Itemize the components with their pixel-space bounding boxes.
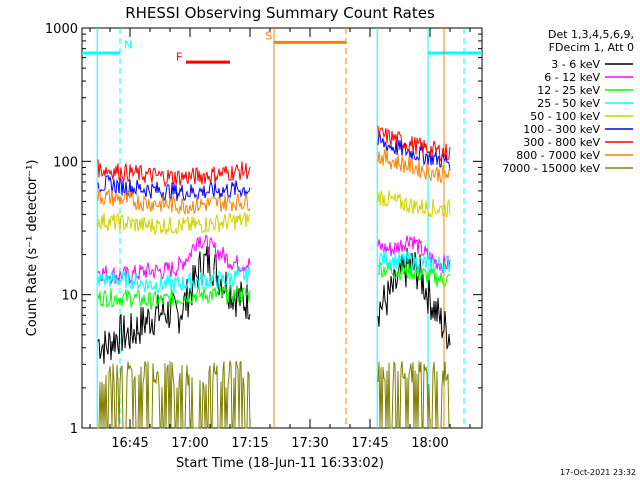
series-line-4-seg2 [377, 249, 451, 274]
x-tick-label: 16:45 [111, 436, 148, 451]
legend-entry-label: 100 - 300 keV [523, 123, 600, 136]
legend-entry-label: 3 - 6 keV [551, 58, 600, 71]
series-line-1-seg2 [377, 247, 451, 351]
legend-entry-label: 6 - 12 keV [544, 71, 600, 84]
x-tick-label: 17:00 [171, 436, 208, 451]
y-tick-label: 10 [61, 289, 78, 304]
legend-entry-label: 25 - 50 keV [537, 97, 600, 110]
series-line-8-seg2 [377, 148, 451, 184]
y-tick-label: 1000 [45, 22, 78, 37]
series-line-1-seg1 [97, 246, 251, 364]
x-tick-label: 18:00 [411, 436, 448, 451]
annotation-s: S [265, 29, 272, 42]
y-tick-label: 100 [53, 155, 78, 170]
series-line-5-seg2 [377, 189, 451, 218]
plot-area: 1 10 100 1000 16:45 17:00 17:15 17:30 17:45 18:00… [45, 22, 483, 451]
x-tick-label: 17:45 [351, 436, 388, 451]
y-tick-label: 1 [70, 422, 78, 437]
series-line-6-seg1 [97, 174, 251, 202]
x-axis-label: Start Time (18-Jun-11 16:33:02) [176, 456, 384, 471]
series-line-9-seg2 [377, 361, 450, 429]
series-line-7-seg1 [97, 159, 251, 188]
series-line-3-seg1 [97, 284, 251, 311]
series-line-9-seg1 [98, 360, 251, 429]
legend-entry-label: 300 - 800 keV [523, 136, 600, 149]
legend: Det 1,3,4,5,6,9,FDecim 1, Att 0 3 - 6 keV… [502, 28, 634, 175]
series-line-4-seg1 [97, 266, 251, 295]
chart-title: RHESSI Observing Summary Count Rates [125, 4, 435, 22]
x-tick-label: 17:15 [231, 436, 268, 451]
plot-frame [81, 27, 483, 429]
annotation-n: N [124, 39, 132, 52]
series-line-7-seg2 [377, 125, 451, 163]
legend-header: Det 1,3,4,5,6,9, [548, 28, 634, 41]
series-line-5-seg1 [97, 211, 251, 236]
legend-entry-label: 50 - 100 keV [530, 110, 600, 123]
x-tick-label: 17:30 [291, 436, 328, 451]
legend-entry-label: 12 - 25 keV [537, 84, 600, 97]
legend-entry-label: 800 - 7000 keV [516, 149, 600, 162]
series-line-6-seg2 [377, 131, 451, 171]
legend-entry-label: 7000 - 15000 keV [502, 162, 600, 175]
series-line-3-seg2 [377, 261, 451, 288]
y-axis-label: Count Rate (s⁻¹ detector⁻¹) [25, 160, 40, 337]
timestamp-label: 17-Oct-2021 23:32 [560, 468, 636, 477]
series-line-8-seg1 [97, 188, 251, 216]
annotation-f: F [176, 51, 182, 64]
legend-header: FDecim 1, Att 0 [549, 41, 634, 54]
